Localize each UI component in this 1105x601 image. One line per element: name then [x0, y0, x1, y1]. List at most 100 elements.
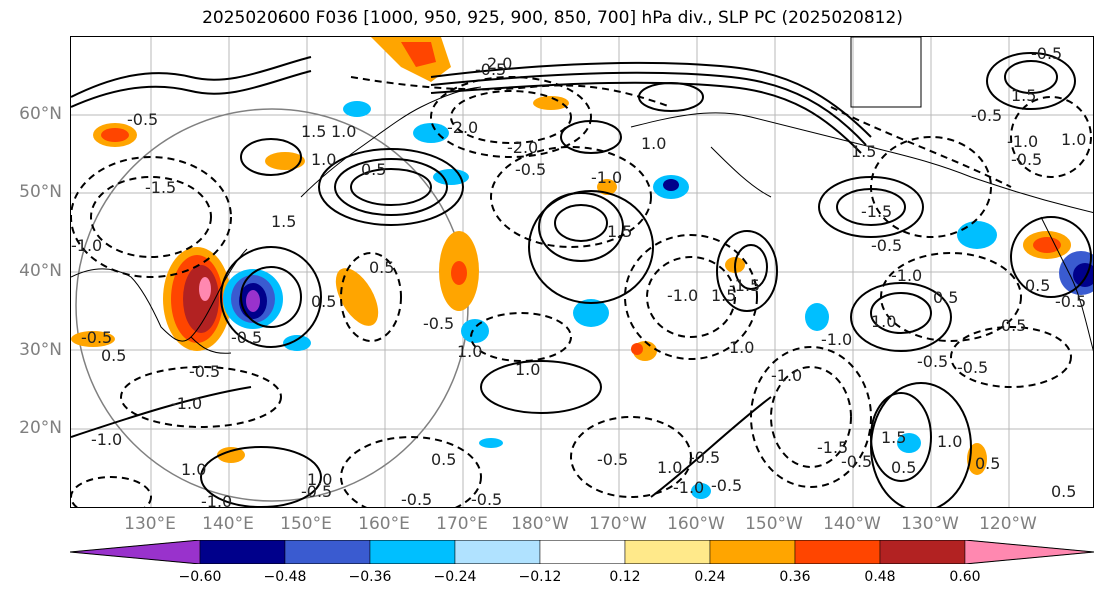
- contour: [71, 156, 232, 278]
- lon-label-120w: 120°W: [979, 514, 1037, 534]
- shade-pos-9: [967, 443, 987, 475]
- shade-neg-2: [343, 101, 371, 117]
- contour: [450, 90, 572, 144]
- shade-neg-13: [479, 438, 503, 448]
- contour-label: -0.5: [971, 106, 1002, 125]
- colorbar-tick: 0.36: [779, 569, 811, 585]
- contour-label: 1.0: [1061, 130, 1086, 149]
- contour-label: 1.5: [607, 222, 632, 241]
- contour-label: 1.5: [851, 142, 876, 161]
- contour-label: 0.5: [369, 258, 394, 277]
- lon-label-140w: 140°W: [823, 514, 881, 534]
- contour-label: -0.5: [401, 490, 432, 508]
- contour-label: 2.0: [487, 54, 512, 73]
- coastline-aleutian: [710, 146, 772, 198]
- shade-kamchatka-core: [101, 128, 129, 142]
- contour: [430, 81, 862, 154]
- shade-pos-6-core: [631, 343, 643, 355]
- contour: [986, 52, 1076, 110]
- lon-label-130e: 130°E: [124, 514, 176, 534]
- contour: [318, 148, 464, 226]
- shade-japan-neg-core: [246, 290, 260, 312]
- coastlines: [71, 86, 1093, 354]
- lat-label-40n: 40°N: [19, 261, 62, 281]
- colorbar-bin: [624, 539, 711, 565]
- contour: [750, 346, 872, 488]
- contour-label: 1.5: [301, 122, 326, 141]
- contour-label: 0.5: [361, 160, 386, 179]
- colorbar-bin: [539, 539, 626, 565]
- contour: [528, 190, 654, 304]
- contour: [71, 476, 152, 507]
- colorbar-tick: 0.12: [609, 569, 641, 585]
- contour-label: 1.0: [181, 460, 206, 479]
- shade-pos-1: [265, 152, 305, 170]
- shade-neg-8: [805, 303, 829, 331]
- lat-label-60n: 60°N: [19, 104, 62, 124]
- contour-label: -1.0: [591, 168, 622, 187]
- coastline-alaska: [630, 112, 1093, 214]
- lon-label-160w: 160°W: [667, 514, 725, 534]
- contour-label: -2.0: [447, 118, 478, 137]
- colorbar: [69, 539, 1095, 565]
- contour-label: -1.0: [1007, 132, 1038, 151]
- contour-label: -1.5: [145, 178, 176, 197]
- contour: [350, 76, 672, 108]
- contour: [240, 138, 302, 176]
- contour-label: 1.0: [307, 470, 332, 489]
- contour-label: -0.5: [711, 476, 742, 495]
- shade-neg-6: [573, 299, 609, 327]
- contour-label: 1.5: [271, 212, 296, 231]
- contour-labels: 1.0 -0.5 -1.5 -2.0 2.0 0.5 -1.0 1.5 -0.5…: [71, 44, 1086, 508]
- contour: [490, 146, 652, 248]
- contour: [850, 282, 952, 352]
- colorbar-bin: [794, 539, 881, 565]
- contour-label: 1.0: [311, 150, 336, 169]
- shade-pos-8-core: [1033, 237, 1061, 253]
- coastline-kuril: [300, 86, 482, 198]
- colorbar-extend-high: [964, 539, 1095, 565]
- contour-label: 1.5: [881, 428, 906, 447]
- colorbar-tick: −0.36: [348, 569, 392, 585]
- colorbar-tick: −0.24: [433, 569, 477, 585]
- colorbar-tick: 0.24: [694, 569, 726, 585]
- contour-label: 0.5: [933, 288, 958, 307]
- contour-label: -1.0: [171, 394, 202, 413]
- colorbar-bin: [879, 539, 966, 565]
- contour-label: 1.0: [457, 342, 482, 361]
- contour: [870, 136, 992, 238]
- contour-label: -1.0: [771, 366, 802, 385]
- shade-neg-3: [433, 169, 469, 185]
- contour: [870, 292, 932, 334]
- contour-label: -0.5: [231, 328, 262, 347]
- contour-label: 0.5: [1051, 482, 1076, 501]
- colorbar-bin: [454, 539, 541, 565]
- contour-label: 0.5: [891, 458, 916, 477]
- map-panel: 1.0 -0.5 -1.5 -2.0 2.0 0.5 -1.0 1.5 -0.5…: [70, 36, 1094, 508]
- contour-label: 1.0: [515, 360, 540, 379]
- coastline-japan: [190, 336, 232, 354]
- shade-pos-3-core: [451, 261, 467, 285]
- lon-label-130w: 130°W: [901, 514, 959, 534]
- contour: [1010, 216, 1092, 298]
- contour: [770, 366, 852, 468]
- contour: [624, 234, 758, 360]
- contour-label: 1.0: [331, 122, 356, 141]
- chart-title: 2025020600 F036 [1000, 950, 925, 900, 85…: [202, 8, 903, 28]
- contour: [880, 252, 1022, 342]
- contour: [430, 71, 867, 146]
- colorbar-bin: [709, 539, 796, 565]
- contour-label: 1.5: [1011, 86, 1036, 105]
- contour: [334, 158, 448, 216]
- shade-neg-10-core: [1073, 263, 1093, 287]
- contour: [554, 204, 608, 242]
- lon-label-150w: 150°W: [745, 514, 803, 534]
- contour: [240, 266, 302, 328]
- contour-label: 1.5: [711, 286, 736, 305]
- contour-label: -0.5: [475, 60, 506, 79]
- contour: [638, 82, 704, 112]
- contour: [71, 56, 312, 98]
- contour-label: -0.5: [597, 450, 628, 469]
- contour-label: -1.0: [667, 286, 698, 305]
- contour-label: -2.0: [507, 138, 538, 157]
